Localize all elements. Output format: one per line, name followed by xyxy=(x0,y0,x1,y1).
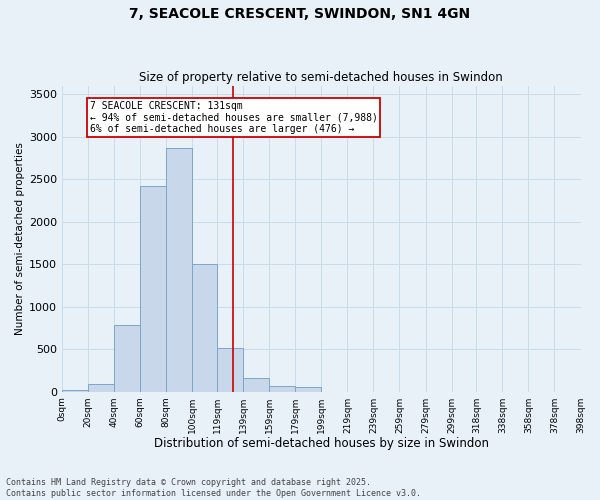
Bar xyxy=(62,390,88,392)
Bar xyxy=(243,378,269,392)
Text: 7, SEACOLE CRESCENT, SWINDON, SN1 4GN: 7, SEACOLE CRESCENT, SWINDON, SN1 4GN xyxy=(130,8,470,22)
Y-axis label: Number of semi-detached properties: Number of semi-detached properties xyxy=(15,142,25,335)
Bar xyxy=(295,388,322,392)
Bar xyxy=(217,348,243,392)
Bar xyxy=(269,386,295,392)
Bar xyxy=(114,326,140,392)
Title: Size of property relative to semi-detached houses in Swindon: Size of property relative to semi-detach… xyxy=(139,72,503,85)
Bar xyxy=(88,384,114,392)
X-axis label: Distribution of semi-detached houses by size in Swindon: Distribution of semi-detached houses by … xyxy=(154,437,489,450)
Bar xyxy=(166,148,193,392)
Bar xyxy=(140,186,166,392)
Text: Contains HM Land Registry data © Crown copyright and database right 2025.
Contai: Contains HM Land Registry data © Crown c… xyxy=(6,478,421,498)
Text: 7 SEACOLE CRESCENT: 131sqm
← 94% of semi-detached houses are smaller (7,988)
6% : 7 SEACOLE CRESCENT: 131sqm ← 94% of semi… xyxy=(89,101,377,134)
Bar xyxy=(193,264,217,392)
